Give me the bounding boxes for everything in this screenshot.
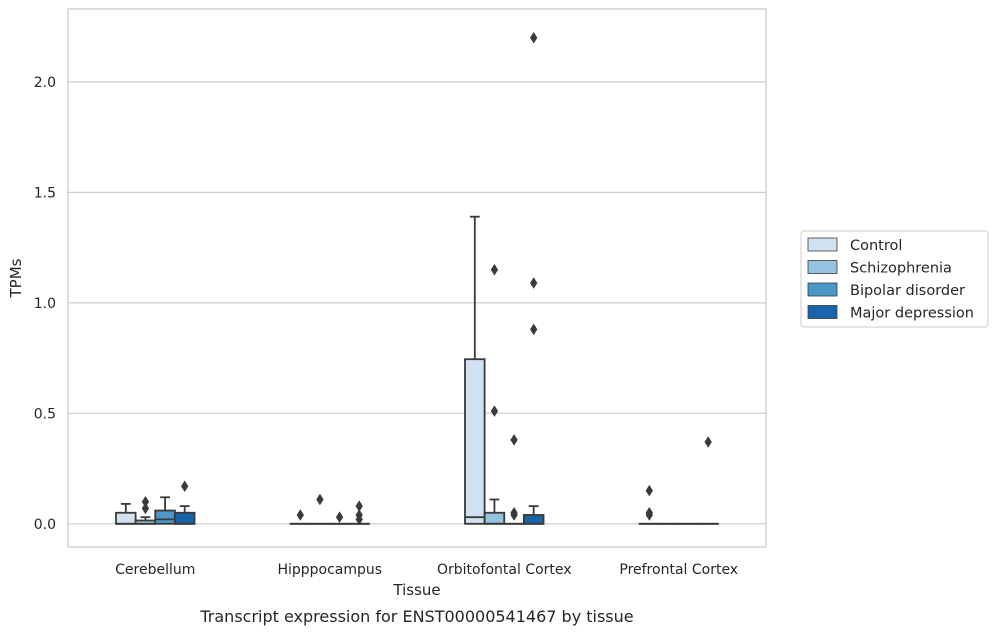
outlier-point xyxy=(316,493,324,506)
legend: Control Schizophrenia Bipolar disorder Majo… xyxy=(800,230,989,328)
outlier-point xyxy=(530,277,538,289)
y-axis-label: TPMs xyxy=(7,258,25,298)
box xyxy=(638,484,661,525)
y-tick-label: 2.0 xyxy=(34,75,56,91)
grid-lines xyxy=(68,81,766,525)
legend-entries: Control Schizophrenia Bipolar disorder Majo… xyxy=(807,237,974,322)
box xyxy=(173,480,196,525)
y-tick-label: 0.0 xyxy=(34,517,56,533)
outlier-point xyxy=(296,509,304,521)
box xyxy=(115,503,137,525)
box xyxy=(697,436,719,525)
box xyxy=(348,500,370,526)
box xyxy=(503,434,525,525)
box xyxy=(328,511,351,525)
box xyxy=(289,509,312,525)
box-body xyxy=(483,511,506,525)
outlier-point xyxy=(510,434,518,446)
legend-label: Bipolar disorder xyxy=(850,283,965,299)
legend-label: Major depression xyxy=(850,306,974,322)
y-tick-labels: 0.0 0.5 1.0 1.5 2.0 xyxy=(34,75,56,533)
x-tick-label: Hipppocampus xyxy=(277,562,382,578)
box xyxy=(464,215,486,525)
chart-caption: Transcript expression for ENST0000054146… xyxy=(199,607,633,626)
plot-data xyxy=(115,31,719,526)
legend-swatch xyxy=(807,282,838,297)
outlier-point xyxy=(490,263,499,276)
box-body xyxy=(464,358,486,525)
outlier-point xyxy=(141,502,150,515)
y-tick-label: 1.5 xyxy=(34,185,56,201)
box xyxy=(154,496,176,525)
outlier-point xyxy=(355,513,363,526)
legend-label: Control xyxy=(850,238,902,254)
outlier-point xyxy=(181,480,189,492)
x-tick-label: Orbitofontal Cortex xyxy=(437,562,572,578)
outlier-point xyxy=(335,511,344,523)
outlier-point xyxy=(704,436,712,448)
plot-frame xyxy=(67,8,767,548)
legend-swatch xyxy=(807,305,838,319)
outlier-point xyxy=(645,509,653,521)
x-tick-labels: Cerebellum Hipppocampus Orbitofontal Corte… xyxy=(115,562,738,578)
box-body xyxy=(522,514,545,525)
legend-swatch xyxy=(807,260,838,274)
y-tick-label: 0.5 xyxy=(34,406,56,422)
box xyxy=(309,493,331,525)
legend-frame xyxy=(800,230,989,328)
box-body xyxy=(173,511,196,525)
legend-swatch xyxy=(807,237,838,252)
x-axis-label: Tissue xyxy=(392,581,440,599)
y-tick-label: 1.0 xyxy=(34,296,56,312)
box-body xyxy=(115,511,137,525)
x-tick-label: Prefrontal Cortex xyxy=(619,562,738,578)
outlier-point xyxy=(645,484,653,497)
x-tick-label: Cerebellum xyxy=(115,562,195,578)
box-body xyxy=(154,509,176,525)
outlier-point xyxy=(490,405,499,417)
outlier-point xyxy=(530,31,538,44)
outlier-point xyxy=(530,323,538,336)
outlier-point xyxy=(510,509,518,521)
box xyxy=(134,495,157,525)
legend-label: Schizophrenia xyxy=(850,261,952,277)
box xyxy=(522,31,545,525)
box xyxy=(483,263,506,525)
